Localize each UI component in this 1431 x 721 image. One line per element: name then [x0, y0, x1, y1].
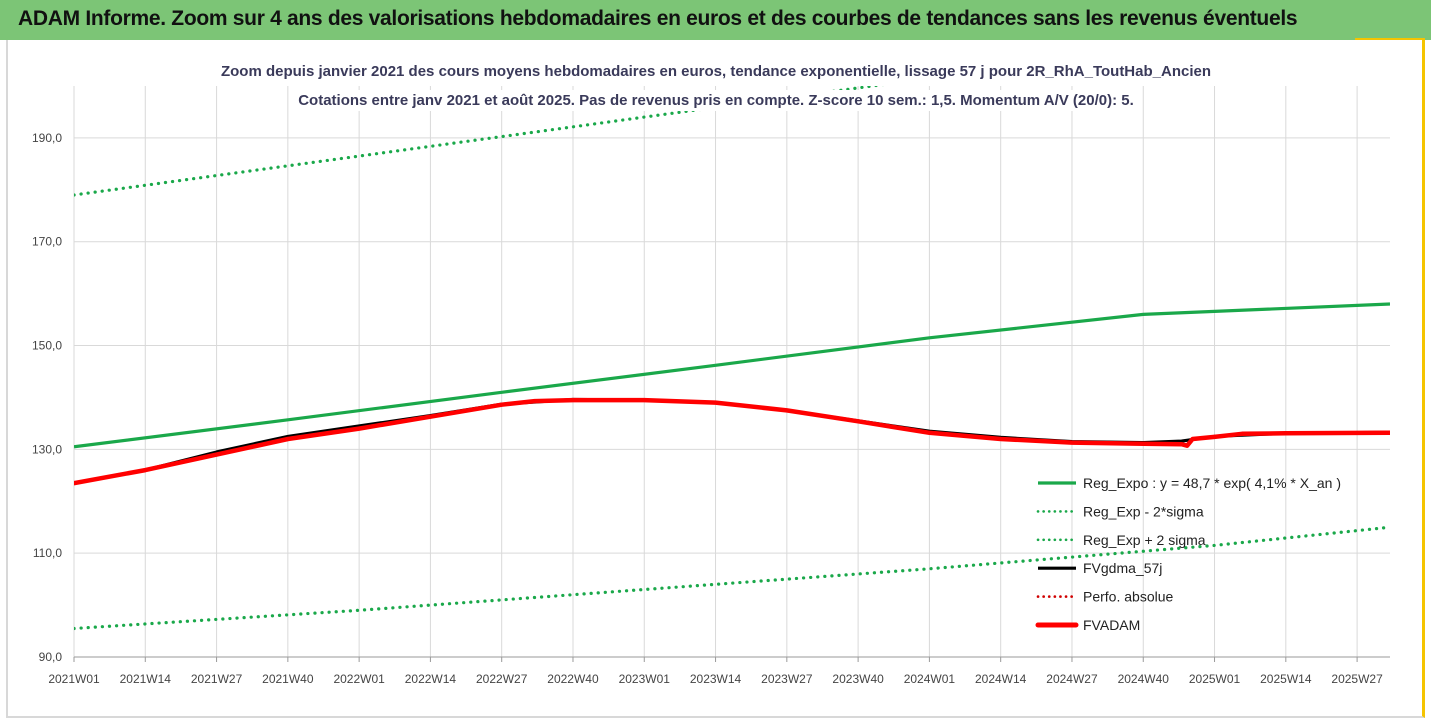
legend-label: Reg_Expo : y = 48,7 * exp( 4,1% * X_an ): [1083, 475, 1341, 491]
x-tick-label: 2025W27: [1331, 672, 1383, 686]
x-tick-label: 2022W14: [405, 672, 457, 686]
x-tick-label: 2023W27: [761, 672, 813, 686]
chart-legend: Reg_Expo : y = 48,7 * exp( 4,1% * X_an )…: [1035, 475, 1341, 633]
y-tick-label: 150,0: [32, 339, 62, 353]
chart-title-block: Zoom depuis janvier 2021 des cours moyen…: [214, 61, 1218, 111]
x-tick-label: 2025W01: [1189, 672, 1241, 686]
x-tick-label: 2024W27: [1046, 672, 1098, 686]
x-tick-label: 2022W01: [333, 672, 385, 686]
x-tick-label: 2021W01: [48, 672, 100, 686]
y-tick-label: 170,0: [32, 235, 62, 249]
x-tick-label: 2021W40: [262, 672, 314, 686]
chart-grid: [73, 86, 1390, 662]
x-tick-label: 2021W14: [120, 672, 172, 686]
x-tick-label: 2022W27: [476, 672, 528, 686]
x-tick-label: 2022W40: [547, 672, 599, 686]
chart-title-line: Zoom depuis janvier 2021 des cours moyen…: [221, 63, 1211, 80]
series-line-2: [74, 525, 1390, 631]
report-banner: ADAM Informe. Zoom sur 4 ans des valoris…: [0, 0, 1431, 40]
x-axis-labels: 2021W01 2021W14 2021W27 2021W40 2022W01 2022W…: [48, 672, 1383, 686]
legend-label: Reg_Exp - 2*sigma: [1083, 503, 1204, 519]
x-tick-label: 2021W27: [191, 672, 243, 686]
x-tick-label: 2024W01: [904, 672, 956, 686]
y-tick-label: 90,0: [39, 650, 63, 664]
series-line-5: [74, 397, 1390, 486]
y-tick-label: 130,0: [32, 442, 62, 456]
x-tick-label: 2025W14: [1260, 672, 1312, 686]
title-backdrop: [214, 61, 1218, 82]
legend-label: Perfo. absolue: [1083, 589, 1173, 605]
legend-label: FVgdma_57j: [1083, 560, 1162, 576]
legend-label: Reg_Exp + 2 sigma: [1083, 532, 1206, 548]
series-line-0: [74, 302, 1390, 449]
report-title: ADAM Informe. Zoom sur 4 ans des valoris…: [18, 7, 1298, 30]
y-axis-labels: 90,0 110,0 130,0 150,0 170,0 190,0: [32, 131, 62, 664]
chart-title-line: Cotations entre janv 2021 et août 2025. …: [298, 92, 1134, 109]
x-tick-label: 2024W40: [1118, 672, 1170, 686]
y-tick-label: 110,0: [33, 546, 62, 560]
x-tick-label: 2023W01: [619, 672, 671, 686]
x-tick-label: 2023W14: [690, 672, 742, 686]
y-tick-label: 190,0: [32, 131, 62, 145]
x-tick-label: 2023W40: [832, 672, 884, 686]
legend-label: FVADAM: [1083, 617, 1140, 633]
x-tick-label: 2024W14: [975, 672, 1027, 686]
frame-accent-top: [1355, 38, 1425, 41]
chart-series-lines: [74, 86, 1390, 631]
title-backdrop: [292, 90, 1140, 111]
